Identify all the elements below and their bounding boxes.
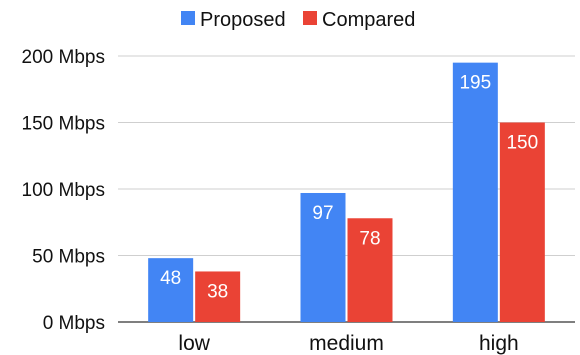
y-tick-label: 100 Mbps bbox=[22, 180, 105, 201]
legend: Proposed Compared bbox=[181, 9, 415, 31]
bar-proposed-high bbox=[452, 62, 498, 323]
data-label: 78 bbox=[359, 228, 380, 249]
data-label: 97 bbox=[312, 203, 333, 224]
data-label: 195 bbox=[459, 73, 491, 94]
y-tick-label: 200 Mbps bbox=[22, 47, 105, 68]
legend-swatch-proposed bbox=[181, 11, 195, 25]
legend-label: Proposed bbox=[200, 9, 286, 31]
y-tick-label: 150 Mbps bbox=[22, 114, 105, 135]
legend-swatch-compared bbox=[303, 11, 317, 25]
data-label: 150 bbox=[506, 133, 538, 154]
y-axis: 0 Mbps 50 Mbps 100 Mbps 150 Mbps 200 Mbps bbox=[22, 47, 105, 334]
bars: 48 38 97 78 195 150 bbox=[148, 62, 545, 323]
grid bbox=[118, 55, 575, 323]
data-label: 48 bbox=[160, 268, 181, 289]
bar-compared-high bbox=[499, 122, 545, 322]
x-tick-label: medium bbox=[309, 332, 384, 355]
x-axis: low medium high bbox=[178, 332, 518, 355]
bar-proposed-low bbox=[148, 258, 194, 322]
bar-proposed-medium bbox=[300, 192, 346, 322]
x-tick-label: high bbox=[479, 332, 519, 355]
data-label: 38 bbox=[207, 281, 228, 302]
bar-compared-medium bbox=[347, 218, 393, 322]
y-tick-label: 0 Mbps bbox=[43, 313, 105, 334]
x-tick-label: low bbox=[178, 332, 210, 355]
bar-compared-low bbox=[195, 271, 241, 322]
legend-label: Compared bbox=[322, 9, 415, 31]
y-tick-label: 50 Mbps bbox=[32, 247, 105, 268]
